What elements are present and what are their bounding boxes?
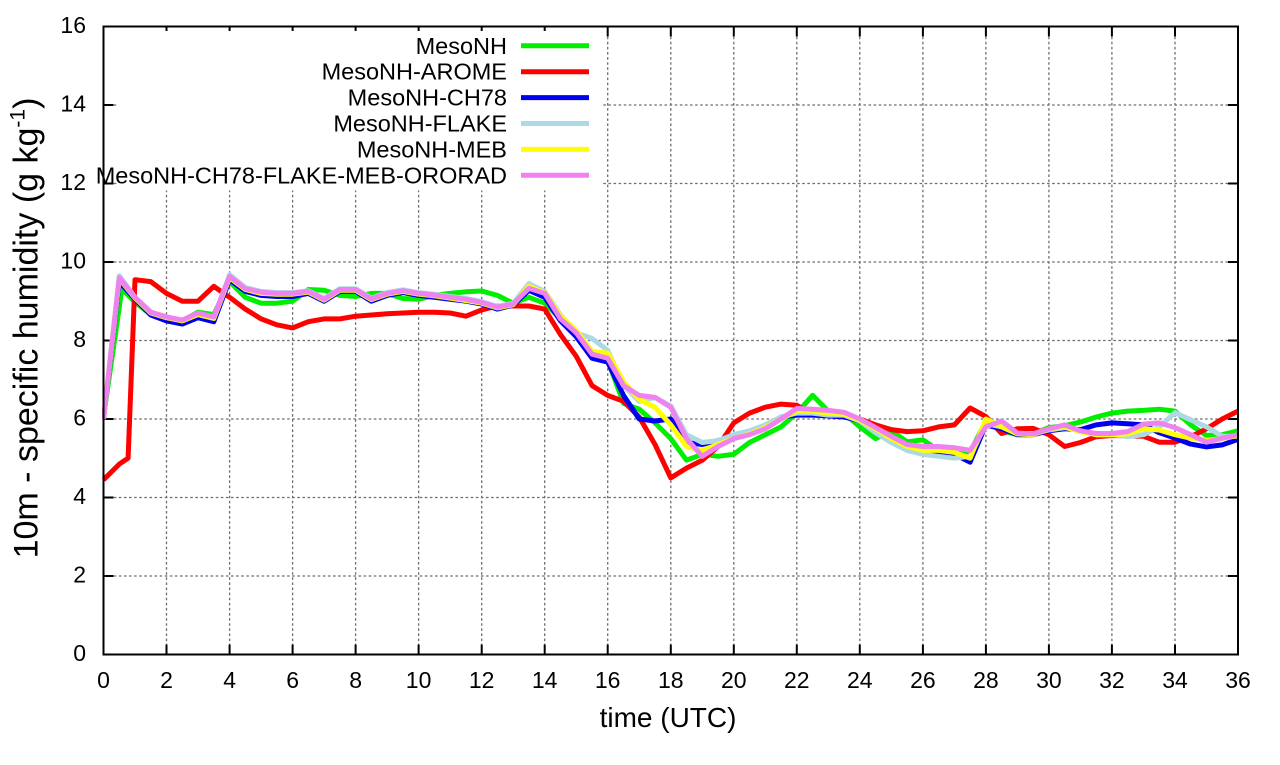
svg-text:26: 26 bbox=[910, 667, 936, 693]
svg-text:8: 8 bbox=[73, 326, 86, 352]
svg-text:18: 18 bbox=[658, 667, 684, 693]
svg-text:36: 36 bbox=[1225, 667, 1251, 693]
svg-text:4: 4 bbox=[73, 483, 86, 509]
svg-text:MesoNH-CH78-FLAKE-MEB-ORORAD: MesoNH-CH78-FLAKE-MEB-ORORAD bbox=[96, 162, 507, 188]
svg-text:30: 30 bbox=[1036, 667, 1062, 693]
svg-text:16: 16 bbox=[60, 12, 86, 38]
svg-text:12: 12 bbox=[60, 169, 86, 195]
svg-text:4: 4 bbox=[223, 667, 236, 693]
svg-text:6: 6 bbox=[73, 405, 86, 431]
svg-text:time (UTC): time (UTC) bbox=[600, 702, 737, 733]
svg-text:14: 14 bbox=[60, 91, 86, 117]
svg-text:24: 24 bbox=[847, 667, 873, 693]
svg-text:MesoNH: MesoNH bbox=[416, 33, 507, 59]
svg-text:MesoNH-MEB: MesoNH-MEB bbox=[357, 136, 507, 162]
svg-text:6: 6 bbox=[286, 667, 299, 693]
svg-text:MesoNH-AROME: MesoNH-AROME bbox=[322, 59, 507, 85]
svg-text:10: 10 bbox=[60, 248, 86, 274]
svg-text:16: 16 bbox=[595, 667, 621, 693]
svg-text:14: 14 bbox=[532, 667, 558, 693]
svg-text:MesoNH-CH78: MesoNH-CH78 bbox=[348, 85, 507, 111]
svg-text:22: 22 bbox=[784, 667, 810, 693]
svg-text:0: 0 bbox=[97, 667, 110, 693]
svg-text:20: 20 bbox=[721, 667, 747, 693]
svg-text:28: 28 bbox=[973, 667, 999, 693]
svg-text:2: 2 bbox=[160, 667, 173, 693]
svg-text:8: 8 bbox=[349, 667, 362, 693]
svg-text:34: 34 bbox=[1162, 667, 1188, 693]
svg-text:0: 0 bbox=[73, 640, 86, 666]
svg-text:32: 32 bbox=[1099, 667, 1125, 693]
svg-text:12: 12 bbox=[469, 667, 495, 693]
svg-text:2: 2 bbox=[73, 562, 86, 588]
svg-text:10m - specific humidity (g kg-: 10m - specific humidity (g kg-1) bbox=[7, 98, 46, 559]
svg-text:MesoNH-FLAKE: MesoNH-FLAKE bbox=[333, 111, 507, 137]
svg-text:10: 10 bbox=[406, 667, 432, 693]
